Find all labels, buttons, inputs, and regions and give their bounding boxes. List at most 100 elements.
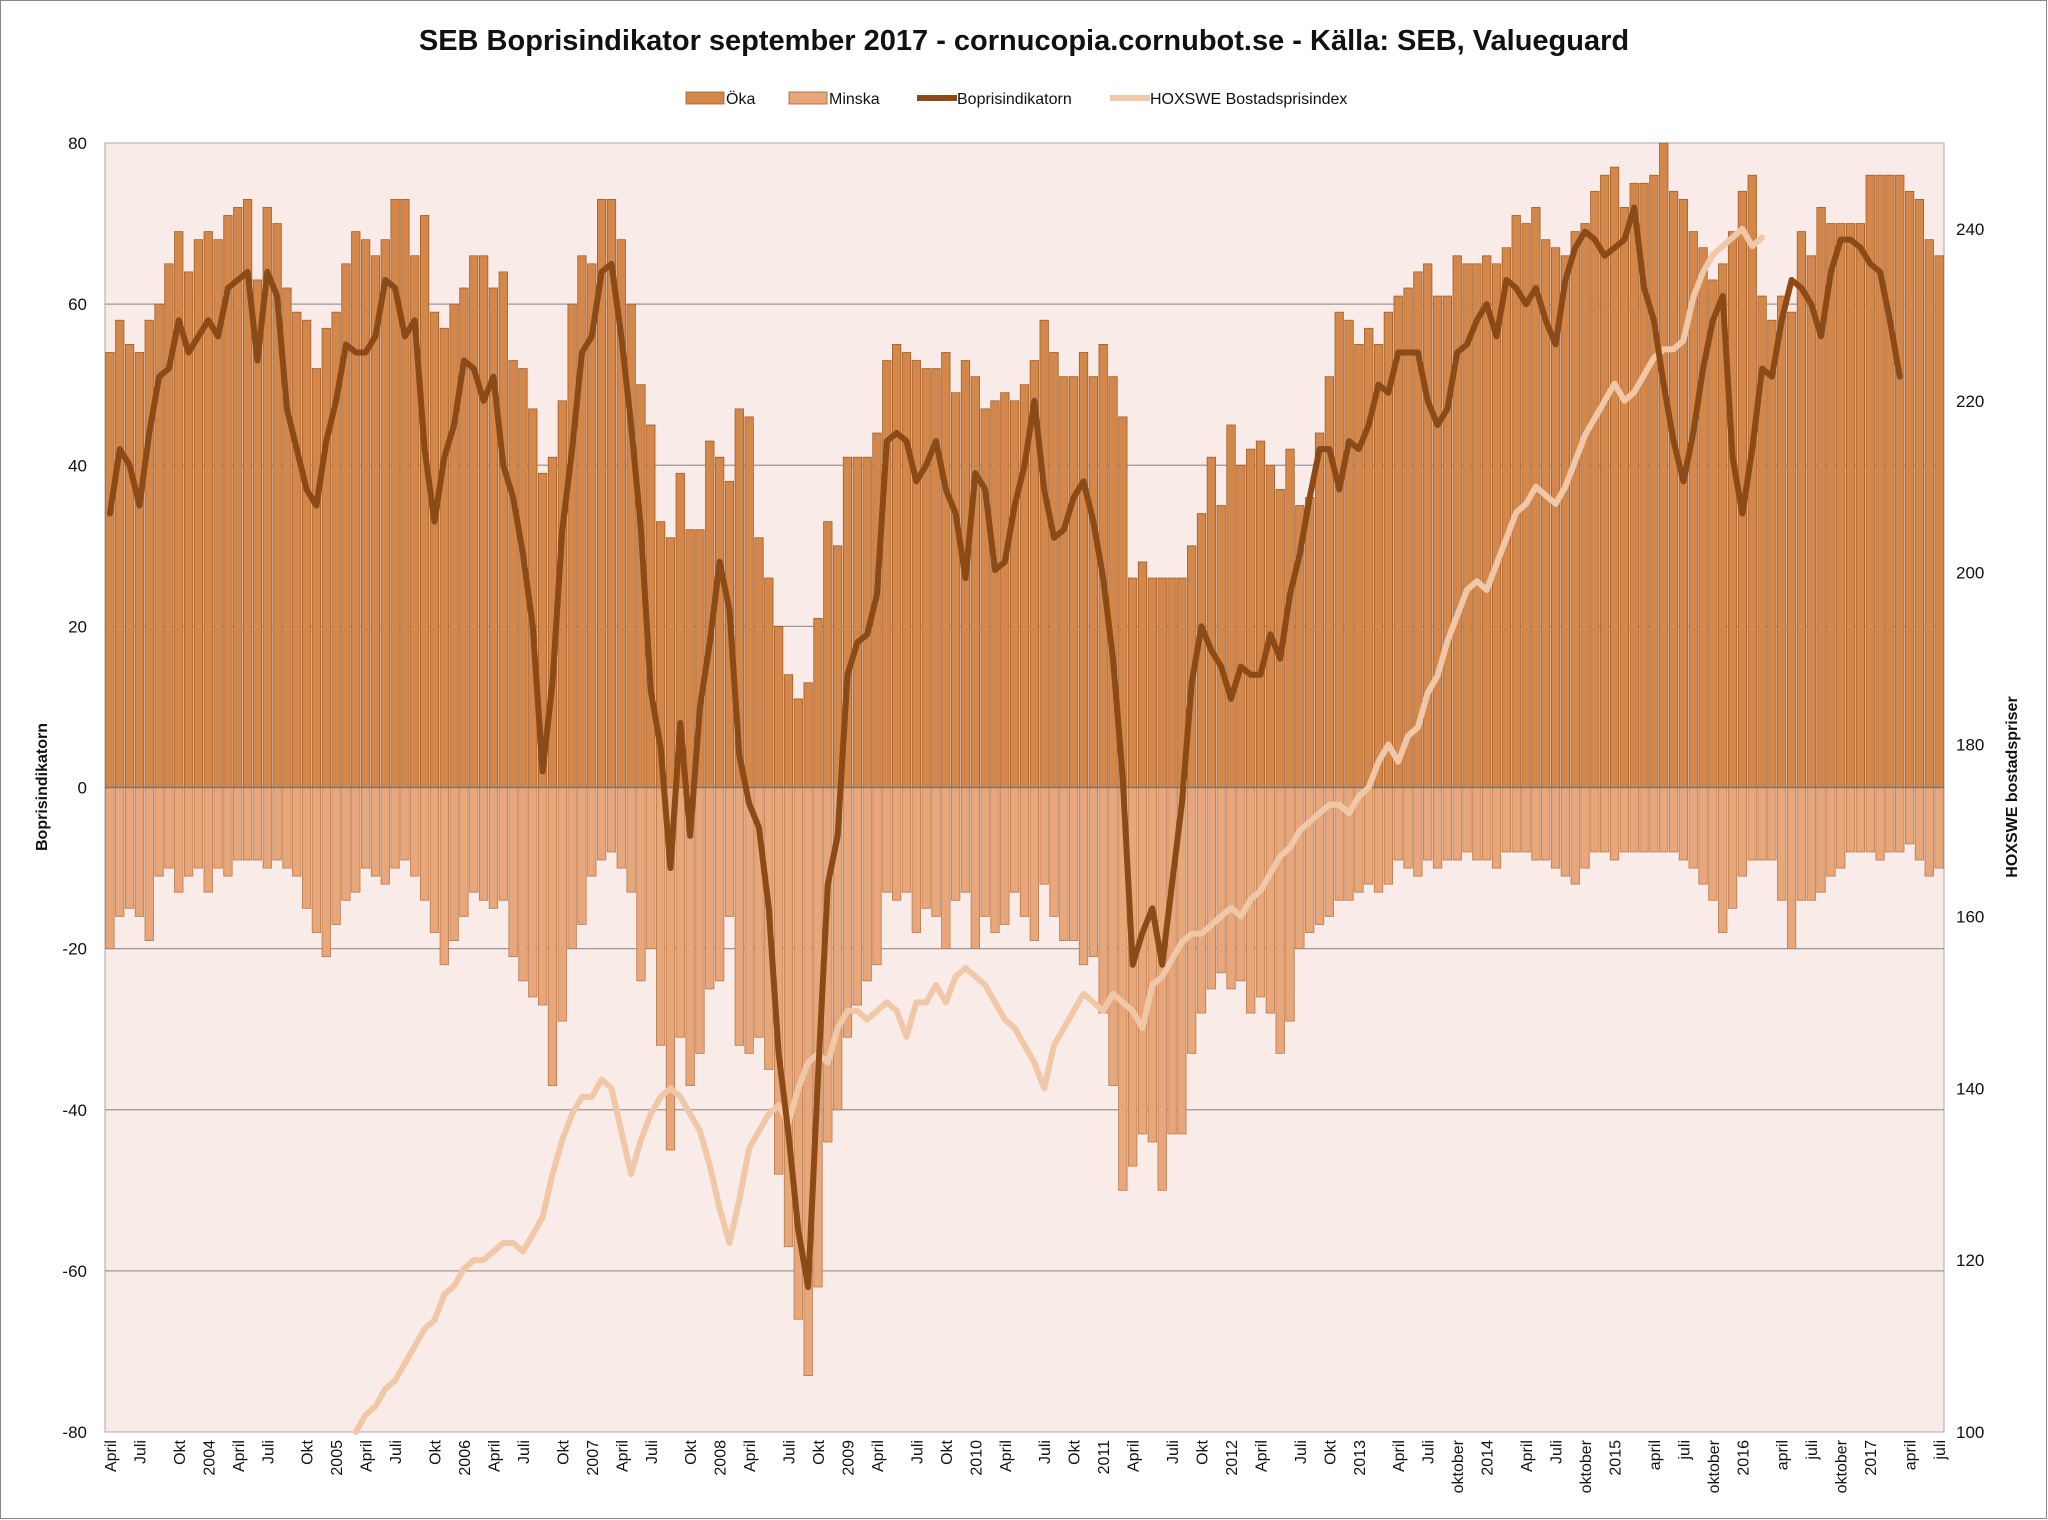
x-tick-label: 2013 <box>1352 1440 1369 1476</box>
bar-oka <box>892 344 902 788</box>
bar-oka <box>901 352 912 788</box>
x-tick-label: Juli <box>516 1440 533 1464</box>
bar-minska <box>193 787 204 869</box>
legend-label: Boprisindikatorn <box>957 91 1072 108</box>
bar-minska <box>1078 787 1089 966</box>
bar-minska <box>272 787 282 861</box>
bar-oka <box>1128 577 1138 788</box>
bar-oka <box>1265 464 1275 788</box>
bar-minska <box>1600 787 1610 853</box>
bar-oka <box>1580 223 1590 788</box>
bar-oka <box>1727 231 1738 788</box>
bar-minska <box>213 787 223 869</box>
bar-minska <box>410 787 420 877</box>
y-tick-label-right: 160 <box>1956 907 1984 926</box>
x-tick-label: April <box>870 1440 887 1472</box>
bar-minska <box>105 787 115 950</box>
bar-minska <box>557 787 567 1022</box>
x-tick-label: Okt <box>939 1439 956 1464</box>
bar-oka <box>1619 207 1630 788</box>
legend-label: Minska <box>829 91 880 108</box>
bar-minska <box>1226 787 1236 990</box>
bar-oka <box>1836 223 1846 788</box>
bar-oka <box>115 319 125 788</box>
bar-oka <box>311 368 322 788</box>
bar-minska <box>223 787 233 877</box>
bar-minska <box>1550 787 1561 869</box>
bar-oka <box>1246 448 1256 788</box>
bar-oka <box>685 529 695 788</box>
bar-minska <box>1285 787 1295 1022</box>
x-tick-label: 2008 <box>713 1440 730 1476</box>
bar-minska <box>134 787 145 917</box>
bar-oka <box>1560 255 1571 788</box>
bar-oka <box>754 537 764 788</box>
y-tick-label-left: 20 <box>68 617 87 636</box>
x-tick-label: April <box>1254 1440 1271 1472</box>
bar-minska <box>478 787 489 901</box>
bar-minska <box>1364 787 1374 885</box>
bar-minska <box>1482 787 1492 861</box>
bar-minska <box>675 787 685 1038</box>
x-tick-label: Okt <box>683 1439 700 1464</box>
bar-minska <box>301 787 312 909</box>
bar-minska <box>616 787 626 869</box>
bar-oka <box>174 231 184 788</box>
bar-minska <box>429 787 440 933</box>
bars-oka <box>105 142 1944 788</box>
bar-minska <box>203 787 213 893</box>
bar-minska <box>1462 787 1472 853</box>
x-tick-label: April <box>1519 1440 1536 1472</box>
bar-oka <box>360 239 371 788</box>
x-tick-label: 2012 <box>1224 1440 1241 1476</box>
bar-minska <box>567 787 577 950</box>
bar-oka <box>1167 577 1177 788</box>
bar-oka <box>380 239 390 788</box>
bar-minska <box>941 787 951 950</box>
bar-oka <box>292 311 302 788</box>
x-tick-label: 2016 <box>1735 1440 1752 1476</box>
bar-minska <box>1885 787 1895 853</box>
bar-minska <box>419 787 430 901</box>
bar-oka <box>715 456 725 788</box>
x-tick-label: April <box>231 1440 248 1472</box>
bar-oka <box>351 231 361 788</box>
bar-oka <box>301 319 312 788</box>
bar-minska <box>1472 787 1482 861</box>
x-tick-label: Okt <box>427 1439 444 1464</box>
bar-minska <box>1373 787 1384 893</box>
bar-minska <box>1442 787 1453 861</box>
bar-oka <box>1491 263 1502 788</box>
x-tick-label: Juli <box>1421 1440 1438 1464</box>
bar-minska <box>1088 787 1098 958</box>
bar-minska <box>656 787 666 1046</box>
bar-minska <box>508 787 518 958</box>
bar-oka <box>1914 198 1925 788</box>
y-ticks-right: 240 220 200 180 160 140 120 100 <box>1956 220 1984 1442</box>
bar-oka <box>508 360 518 788</box>
bar-minska <box>1452 787 1462 861</box>
bar-minska <box>360 787 371 869</box>
y-tick-label-left: 60 <box>68 295 87 314</box>
bar-oka <box>1934 255 1944 788</box>
bar-minska <box>390 787 400 869</box>
bar-oka <box>203 231 213 788</box>
bar-oka <box>783 674 794 788</box>
bar-oka <box>1511 215 1521 788</box>
legend-label: Öka <box>726 90 755 108</box>
y-tick-label-right: 140 <box>1956 1079 1984 1098</box>
bar-oka <box>1216 505 1226 788</box>
x-tick-label: April <box>1126 1440 1143 1472</box>
bar-oka <box>793 698 803 788</box>
x-tick-label: oktober <box>1834 1439 1851 1493</box>
x-tick-label: 2017 <box>1863 1440 1880 1476</box>
bar-minska <box>1295 787 1305 950</box>
bar-minska <box>351 787 361 893</box>
bar-minska <box>1580 787 1590 869</box>
bar-minska <box>164 787 174 869</box>
bar-oka <box>105 352 115 788</box>
bar-minska <box>1187 787 1197 1054</box>
bar-minska <box>1000 787 1010 925</box>
bar-oka <box>1432 295 1443 788</box>
